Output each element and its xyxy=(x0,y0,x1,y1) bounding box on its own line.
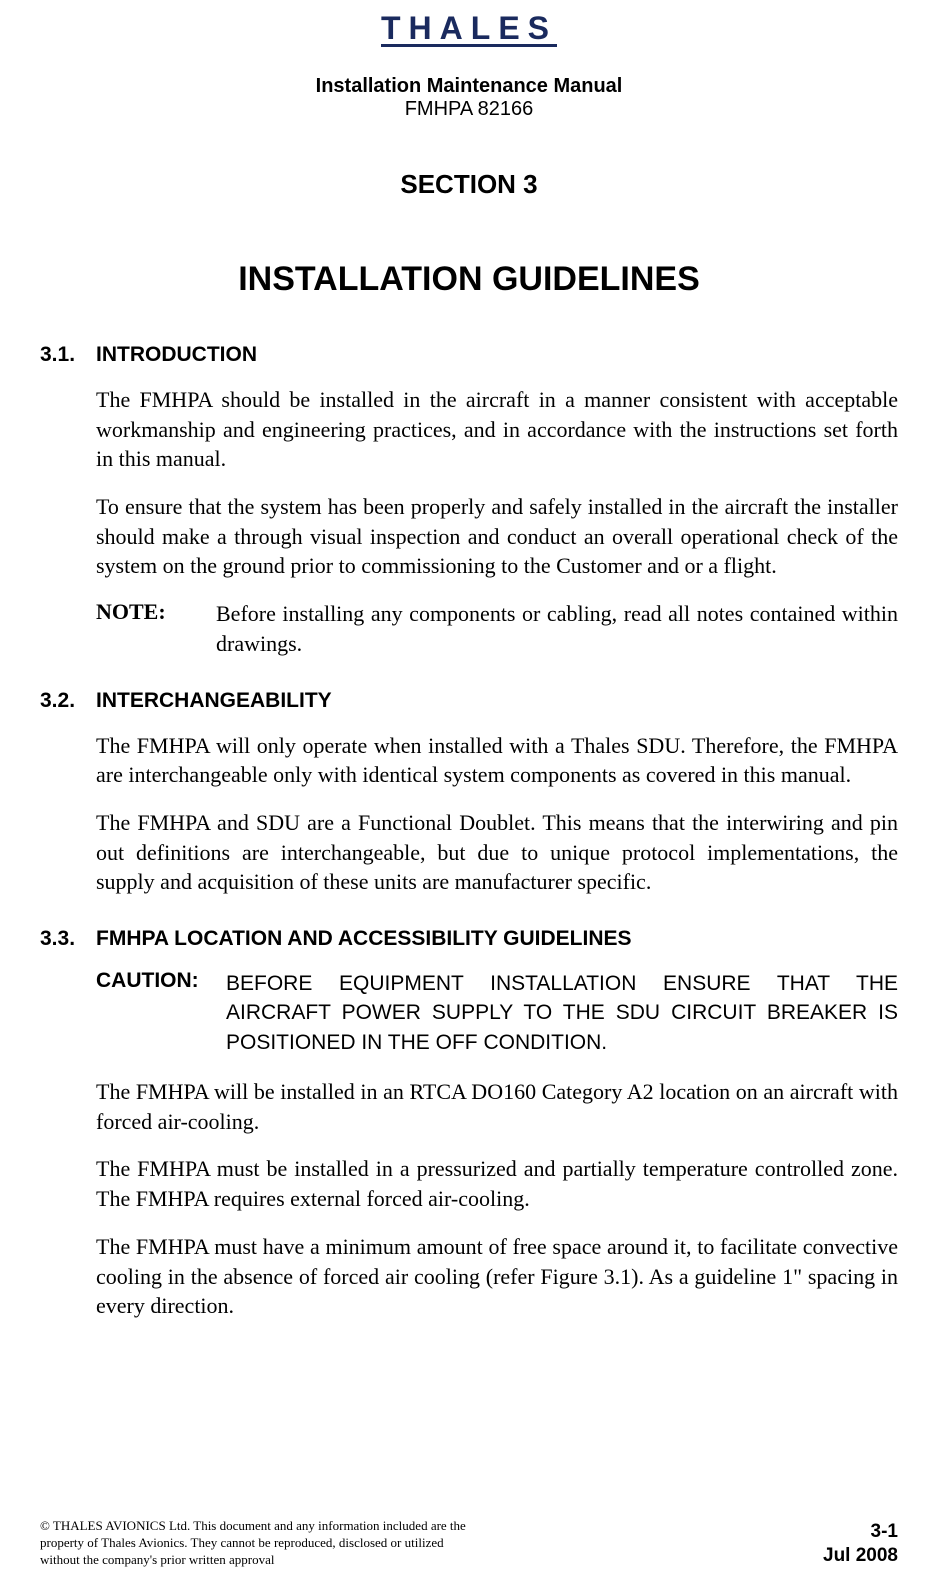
paragraph: The FMHPA and SDU are a Functional Doubl… xyxy=(96,808,898,897)
section-heading-33: 3.3. FMHPA LOCATION AND ACCESSIBILITY GU… xyxy=(40,927,898,951)
copyright-text: © THALES AVIONICS Ltd. This document and… xyxy=(40,1518,470,1569)
section-label: SECTION 3 xyxy=(40,169,898,200)
logo-text: THALES xyxy=(381,12,557,47)
page-info: 3-1 Jul 2008 xyxy=(823,1520,898,1569)
note-block: NOTE: Before installing any components o… xyxy=(96,599,898,658)
page-title: INSTALLATION GUIDELINES xyxy=(40,260,898,299)
section-heading-32: 3.2. INTERCHANGEABILITY xyxy=(40,689,898,713)
document-subtitle: FMHPA 82166 xyxy=(40,98,898,121)
section-title: FMHPA LOCATION AND ACCESSIBILITY GUIDELI… xyxy=(96,927,632,951)
document-header: Installation Maintenance Manual FMHPA 82… xyxy=(40,75,898,121)
page-footer: © THALES AVIONICS Ltd. This document and… xyxy=(40,1518,898,1569)
note-text: Before installing any components or cabl… xyxy=(216,599,898,658)
section-title: INTERCHANGEABILITY xyxy=(96,689,332,713)
page-number: 3-1 xyxy=(823,1520,898,1545)
section-number: 3.3. xyxy=(40,927,96,951)
caution-label: CAUTION: xyxy=(96,969,226,1057)
paragraph: The FMHPA should be installed in the air… xyxy=(96,385,898,474)
section-content-32: The FMHPA will only operate when install… xyxy=(40,731,898,897)
paragraph: To ensure that the system has been prope… xyxy=(96,492,898,581)
paragraph: The FMHPA must be installed in a pressur… xyxy=(96,1154,898,1213)
paragraph: The FMHPA must have a minimum amount of … xyxy=(96,1232,898,1321)
section-number: 3.1. xyxy=(40,343,96,367)
company-logo: THALES xyxy=(40,12,898,47)
section-heading-31: 3.1. INTRODUCTION xyxy=(40,343,898,367)
caution-block: CAUTION: BEFORE EQUIPMENT INSTALLATION E… xyxy=(40,969,898,1057)
section-title: INTRODUCTION xyxy=(96,343,257,367)
section-content-33: The FMHPA will be installed in an RTCA D… xyxy=(40,1077,898,1321)
paragraph: The FMHPA will only operate when install… xyxy=(96,731,898,790)
note-label: NOTE: xyxy=(96,599,216,658)
document-title: Installation Maintenance Manual xyxy=(40,75,898,98)
caution-text: BEFORE EQUIPMENT INSTALLATION ENSURE THA… xyxy=(226,969,898,1057)
section-number: 3.2. xyxy=(40,689,96,713)
paragraph: The FMHPA will be installed in an RTCA D… xyxy=(96,1077,898,1136)
page-date: Jul 2008 xyxy=(823,1544,898,1569)
section-content-31: The FMHPA should be installed in the air… xyxy=(40,385,898,659)
